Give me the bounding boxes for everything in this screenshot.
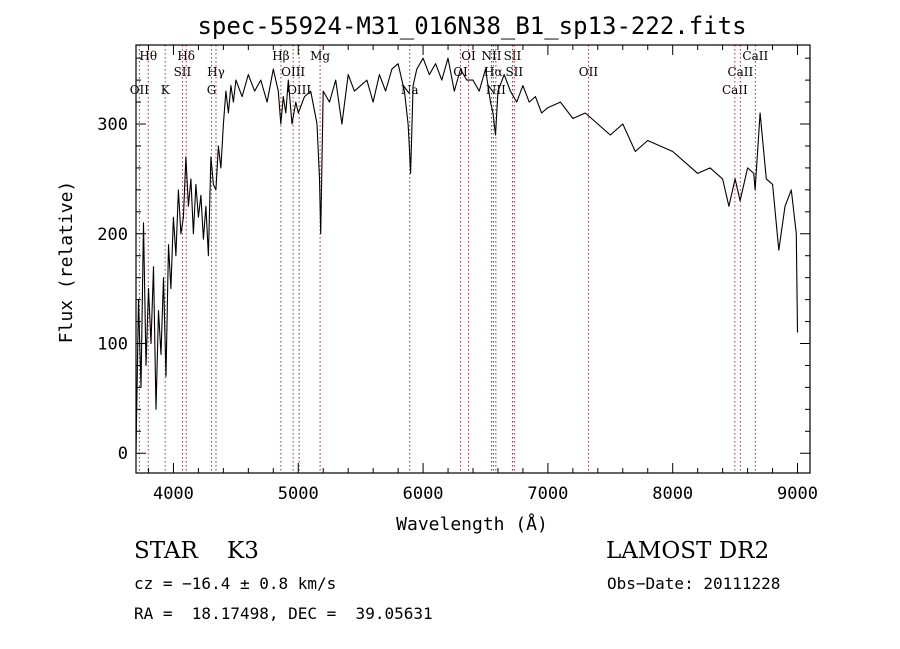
x-axis-label: Wavelength (Å)	[396, 513, 548, 535]
line-label-17: SII	[504, 49, 522, 63]
line-label-22: CaII	[742, 49, 768, 63]
x-tick-label-5000: 5000	[278, 484, 319, 504]
line-label-21: CaII	[727, 65, 753, 79]
x-tick-label-9000: 9000	[777, 484, 818, 504]
line-label-5: Hγ	[207, 65, 225, 79]
line-label-14: NII	[481, 49, 501, 63]
line-label-3: Hδ	[177, 49, 195, 63]
line-label-20: CaII	[722, 83, 748, 97]
survey-name: LAMOST DR2	[606, 538, 770, 564]
x-tick-label-6000: 6000	[403, 484, 444, 504]
line-label-15: Hα	[484, 65, 503, 79]
axes-frame	[135, 44, 811, 474]
line-label-6: G	[207, 83, 217, 97]
line-label-18: SII	[505, 65, 523, 79]
plot-area: Hθ OII K Hδ SII Hγ G Hβ OIII OIII Mg Na OI OI NII Hα NII…	[97, 44, 818, 504]
line-label-13: OI	[461, 49, 476, 63]
spectrum-line	[135, 57, 799, 454]
x-tick-label-7000: 7000	[527, 484, 568, 504]
y-axis-label: Flux (relative)	[56, 181, 77, 344]
line-label-9: OIII	[287, 83, 311, 97]
x-tick-label-4000: 4000	[153, 484, 194, 504]
line-label-11: Na	[401, 83, 419, 97]
x-tick-label-8000: 8000	[652, 484, 693, 504]
line-label-19: OII	[579, 65, 599, 79]
object-class: STAR K3	[134, 538, 259, 564]
obs-date: Obs−Date: 20111228	[607, 574, 781, 593]
line-label-12: OI	[453, 65, 468, 79]
redshift-cz: cz = −16.4 ± 0.8 km/s	[134, 574, 337, 593]
line-label-0: Hθ	[139, 49, 157, 63]
line-label-8: OIII	[281, 65, 305, 79]
y-tick-label-100: 100	[97, 335, 128, 355]
line-label-16: NII	[486, 83, 506, 97]
line-label-10: Mg	[310, 49, 330, 63]
y-tick-label-200: 200	[97, 225, 128, 245]
line-label-1: OII	[130, 83, 150, 97]
line-label-4: SII	[174, 65, 192, 79]
line-label-2: K	[161, 83, 171, 97]
ra-dec-coordinates: RA = 18.17498, DEC = 39.05631	[134, 604, 433, 623]
chart-title: spec-55924-M31_016N38_B1_sp13-222.fits	[197, 12, 746, 40]
y-tick-label-0: 0	[118, 444, 128, 464]
line-label-7: Hβ	[272, 49, 289, 63]
y-tick-label-300: 300	[97, 115, 128, 135]
